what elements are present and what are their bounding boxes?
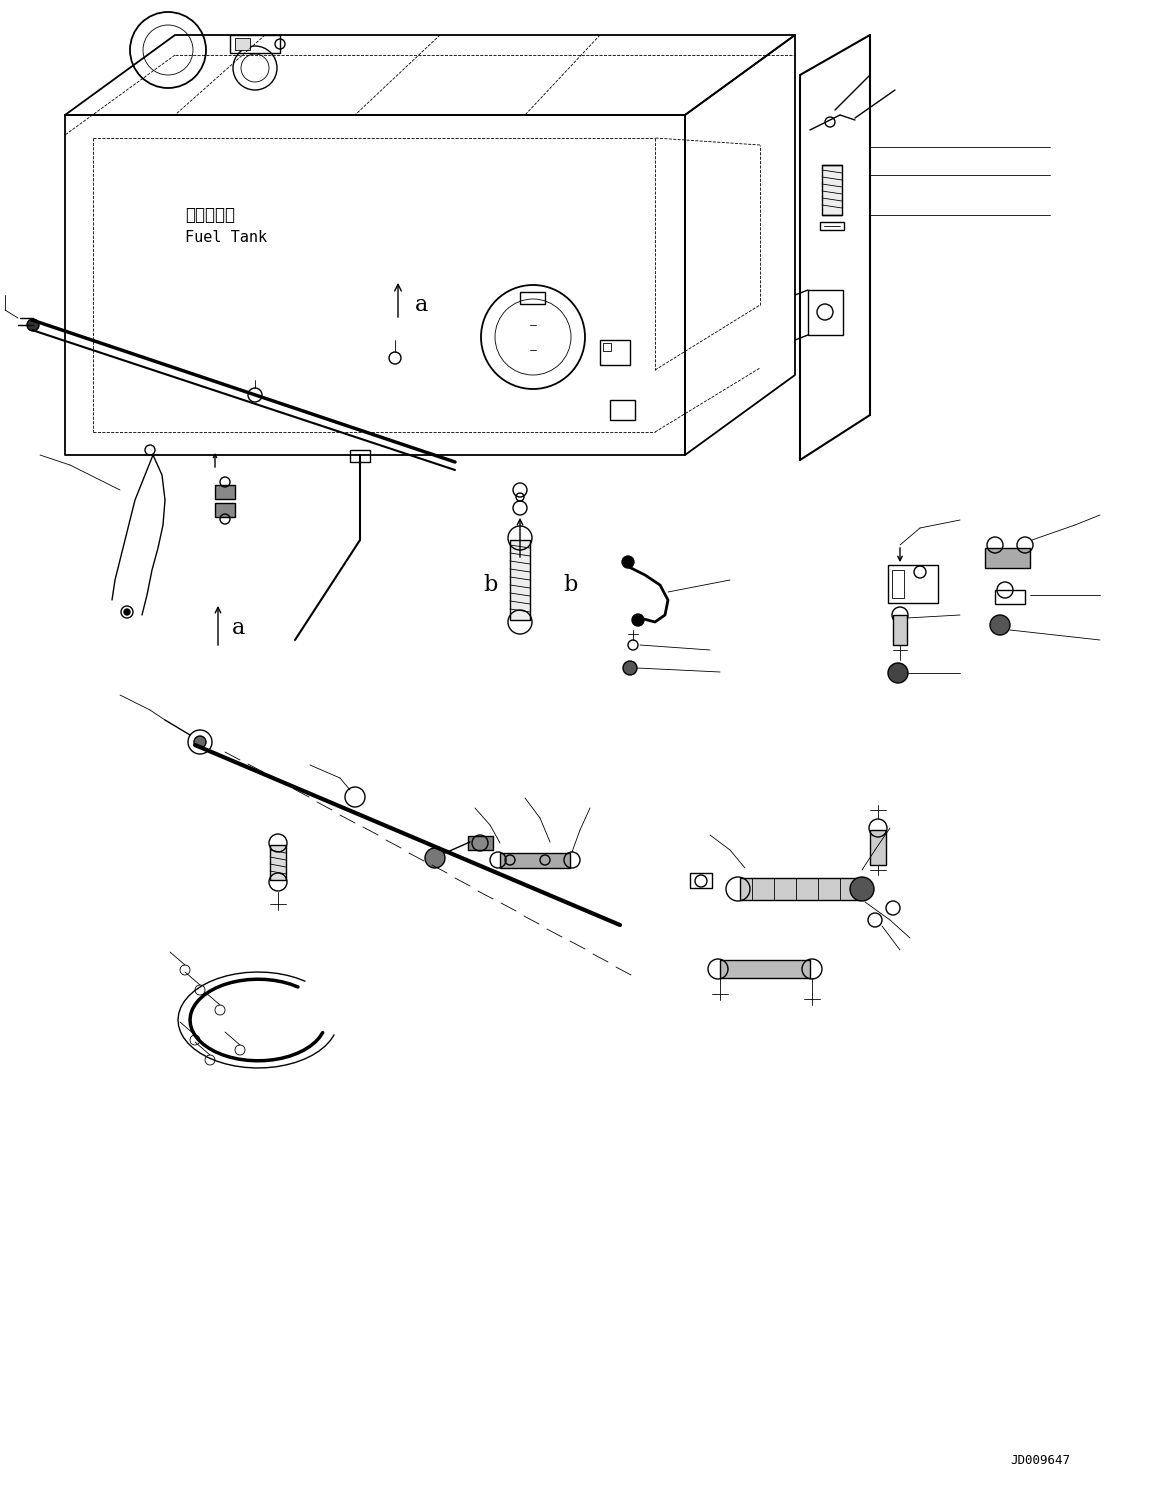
- Circle shape: [632, 614, 644, 626]
- Bar: [995, 590, 1025, 604]
- Text: JD009647: JD009647: [1010, 1454, 1070, 1467]
- Bar: [235, 37, 250, 51]
- Bar: [610, 400, 635, 420]
- Bar: [690, 874, 712, 889]
- Bar: [720, 960, 810, 978]
- Bar: [740, 878, 860, 901]
- Text: 燃料タンク: 燃料タンク: [185, 206, 235, 224]
- Circle shape: [622, 556, 633, 568]
- Text: a: a: [232, 617, 245, 640]
- Circle shape: [194, 737, 206, 748]
- Circle shape: [850, 877, 874, 901]
- Bar: [215, 502, 235, 517]
- Bar: [230, 34, 280, 54]
- Bar: [870, 830, 885, 865]
- Text: Fuel Tank: Fuel Tank: [185, 231, 267, 246]
- Circle shape: [990, 614, 1010, 635]
- Bar: [820, 222, 844, 230]
- Bar: [985, 549, 1030, 568]
- Bar: [808, 291, 843, 335]
- Bar: [468, 836, 492, 850]
- Circle shape: [124, 608, 129, 614]
- Bar: [520, 292, 544, 304]
- Bar: [271, 845, 286, 880]
- Bar: [892, 614, 907, 646]
- Bar: [603, 343, 612, 350]
- Bar: [600, 340, 630, 365]
- Bar: [350, 450, 370, 462]
- Text: a: a: [415, 294, 428, 316]
- Circle shape: [888, 663, 907, 683]
- Circle shape: [425, 848, 445, 868]
- Bar: [888, 565, 938, 602]
- Bar: [510, 540, 529, 620]
- Bar: [822, 166, 842, 215]
- Bar: [892, 570, 904, 598]
- Bar: [501, 853, 570, 868]
- Text: b: b: [483, 574, 497, 596]
- Bar: [215, 485, 235, 499]
- Circle shape: [623, 661, 637, 675]
- Circle shape: [27, 319, 39, 331]
- Text: b: b: [563, 574, 577, 596]
